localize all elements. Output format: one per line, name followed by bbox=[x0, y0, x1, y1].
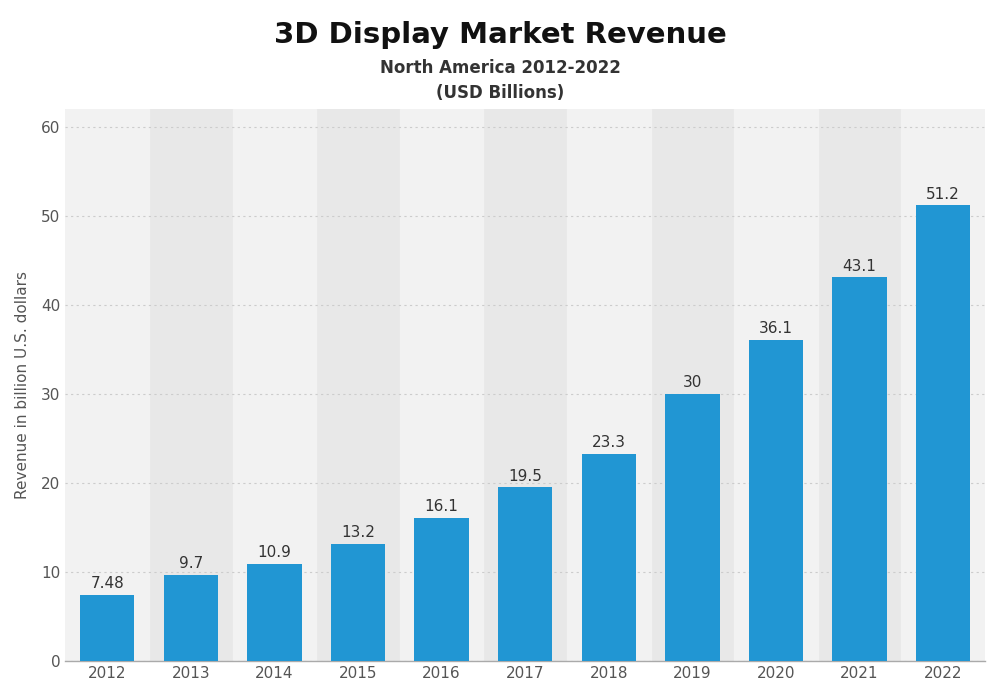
Text: 7.48: 7.48 bbox=[90, 576, 124, 591]
Bar bbox=[916, 205, 970, 661]
Text: 16.1: 16.1 bbox=[425, 499, 459, 514]
Bar bbox=[414, 518, 469, 661]
Bar bbox=[567, 109, 651, 661]
Text: 13.2: 13.2 bbox=[341, 525, 375, 540]
Bar bbox=[233, 109, 316, 661]
Text: 51.2: 51.2 bbox=[926, 187, 960, 202]
Bar bbox=[164, 575, 218, 661]
Text: 10.9: 10.9 bbox=[257, 546, 291, 560]
Text: 30: 30 bbox=[683, 375, 702, 390]
Bar bbox=[80, 594, 134, 661]
Text: 9.7: 9.7 bbox=[179, 556, 203, 571]
Bar bbox=[400, 109, 483, 661]
Bar bbox=[582, 454, 636, 661]
Bar bbox=[901, 109, 985, 661]
Text: 36.1: 36.1 bbox=[759, 321, 793, 336]
Bar bbox=[734, 109, 818, 661]
Text: 3D Display Market Revenue: 3D Display Market Revenue bbox=[274, 21, 726, 49]
Bar bbox=[65, 109, 149, 661]
Text: 43.1: 43.1 bbox=[843, 259, 877, 274]
Bar bbox=[749, 340, 803, 661]
Text: 23.3: 23.3 bbox=[592, 435, 626, 450]
Bar bbox=[665, 394, 720, 661]
Text: (USD Billions): (USD Billions) bbox=[436, 84, 564, 102]
Bar bbox=[247, 564, 302, 661]
Text: 19.5: 19.5 bbox=[508, 469, 542, 484]
Text: North America 2012-2022: North America 2012-2022 bbox=[380, 59, 620, 77]
Y-axis label: Revenue in billion U.S. dollars: Revenue in billion U.S. dollars bbox=[15, 271, 30, 499]
Bar bbox=[498, 487, 552, 661]
Bar bbox=[331, 544, 385, 661]
Bar bbox=[832, 277, 887, 661]
